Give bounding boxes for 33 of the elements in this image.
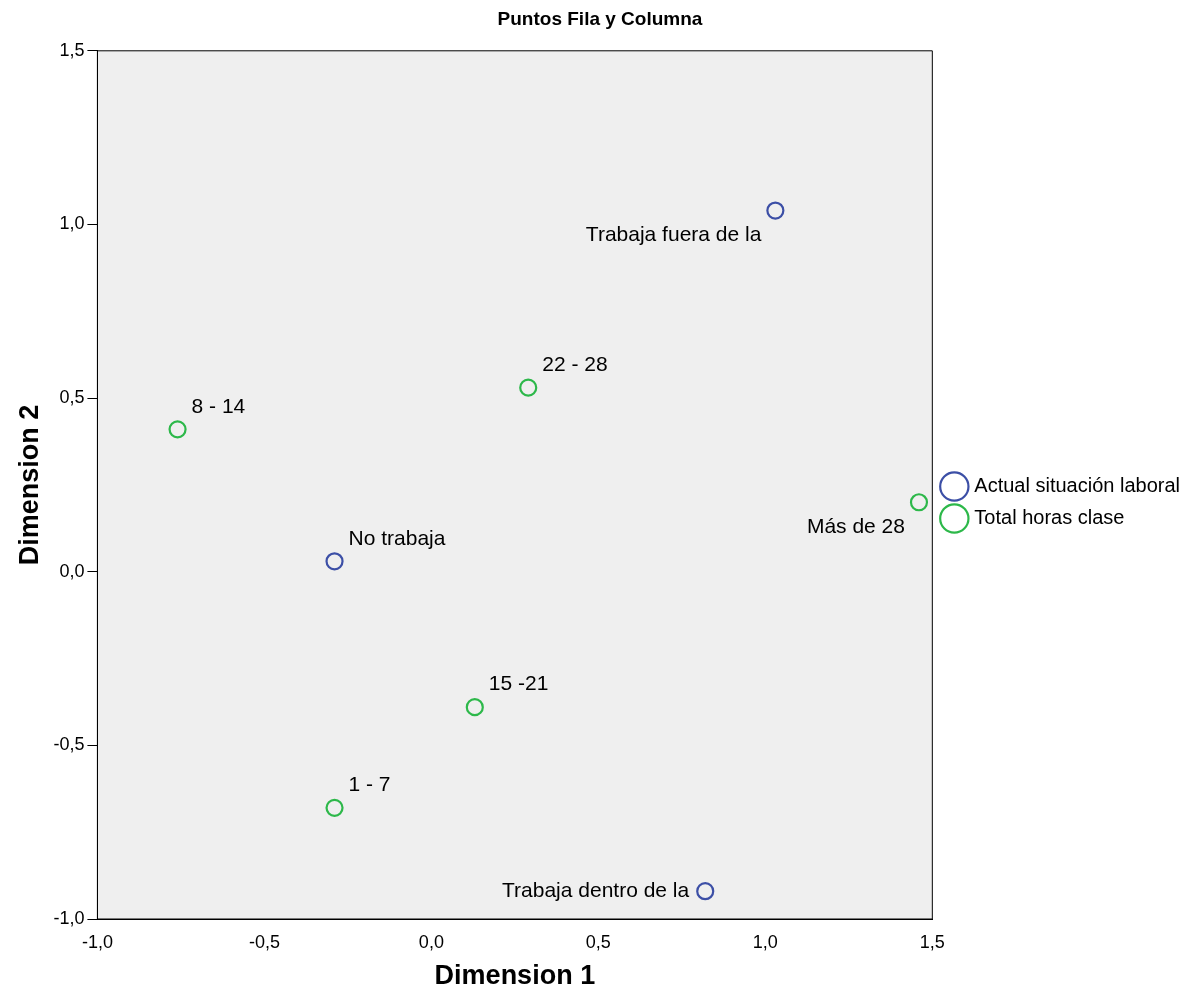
legend-label: Actual situación laboral (974, 474, 1181, 497)
y-tick-label: -0,5 (53, 734, 85, 755)
annotation: 15 -21 (488, 671, 549, 695)
y-tick-label: 1,5 (59, 39, 85, 60)
annotation: 8 - 14 (191, 393, 246, 417)
x-tick-label: 0,0 (418, 931, 444, 952)
x-axis-title: Dimension 1 (434, 960, 596, 991)
y-tick-label: 1,0 (59, 213, 85, 234)
annotation: Más de 28 (806, 513, 905, 537)
point (168, 420, 187, 439)
y-tick-label: 0,0 (59, 560, 85, 581)
x-tick-label: 0,5 (585, 931, 611, 952)
point (696, 882, 715, 901)
y-tick-label: -1,0 (53, 907, 85, 928)
point (519, 378, 538, 397)
x-tick-label: 1,0 (752, 931, 778, 952)
annotation: Trabaja dentro de la (502, 878, 690, 902)
y-tick-label: 0,5 (59, 387, 85, 408)
annotation: Trabaja fuera de la (585, 221, 762, 245)
legend-label: Total horas clase (974, 506, 1125, 529)
x-tick-label: -0,5 (248, 931, 280, 952)
point (465, 698, 484, 717)
point (325, 798, 344, 817)
chart-title: Puntos Fila y Columna (497, 7, 703, 29)
annotation: 1 - 7 (348, 772, 391, 796)
annotation: 22 - 28 (542, 351, 608, 375)
point (909, 493, 929, 512)
point (325, 552, 344, 571)
x-tick-label: -1,0 (81, 931, 113, 952)
annotation: No trabaja (348, 525, 446, 549)
y-axis-title: Dimension 2 (13, 404, 44, 566)
x-tick-label: 1,5 (919, 931, 945, 952)
point (766, 201, 785, 220)
